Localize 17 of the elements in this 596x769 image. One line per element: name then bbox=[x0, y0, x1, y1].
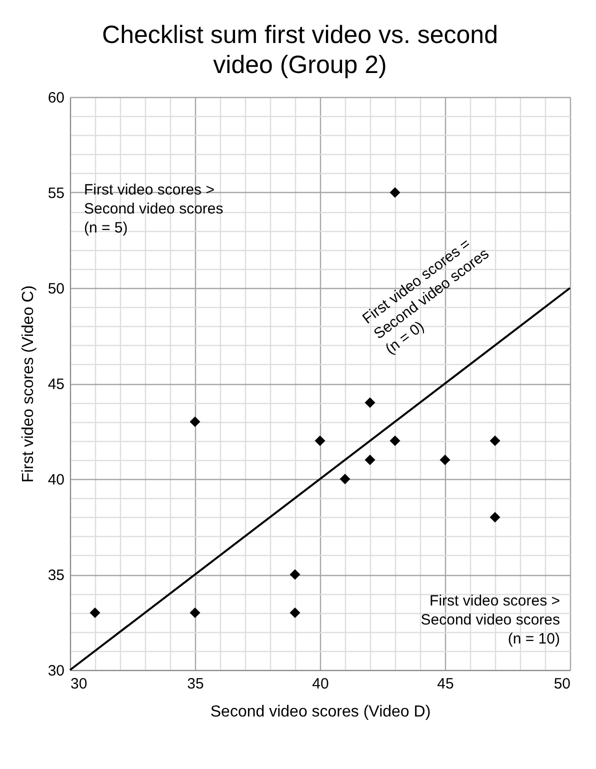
x-axis-title: Second video scores (Video D) bbox=[210, 704, 431, 720]
x-tick-label: 30 bbox=[70, 676, 88, 692]
x-tick-label: 45 bbox=[437, 676, 454, 692]
y-tick-label: 45 bbox=[48, 376, 64, 393]
chart-title: Checklist sum first video vs. second video (Group 2) bbox=[102, 21, 498, 79]
annotation: First video scores > Second video scores (n = 5) bbox=[84, 182, 224, 236]
x-tick-label: 40 bbox=[312, 676, 329, 692]
x-tick-label: 50 bbox=[554, 676, 570, 692]
x-tick-label: 35 bbox=[187, 676, 204, 692]
y-tick-label: 60 bbox=[48, 90, 64, 106]
y-tick-label: 40 bbox=[48, 472, 64, 488]
annotation: First video scores > Second video scores (n = 10) bbox=[420, 592, 560, 648]
y-tick-label: 55 bbox=[48, 185, 64, 202]
y-tick-label: 50 bbox=[48, 280, 64, 298]
y-axis-title: First video scores (Video C) bbox=[20, 285, 37, 483]
y-tick-label: 35 bbox=[48, 567, 64, 584]
y-tick-label: 30 bbox=[48, 662, 64, 680]
